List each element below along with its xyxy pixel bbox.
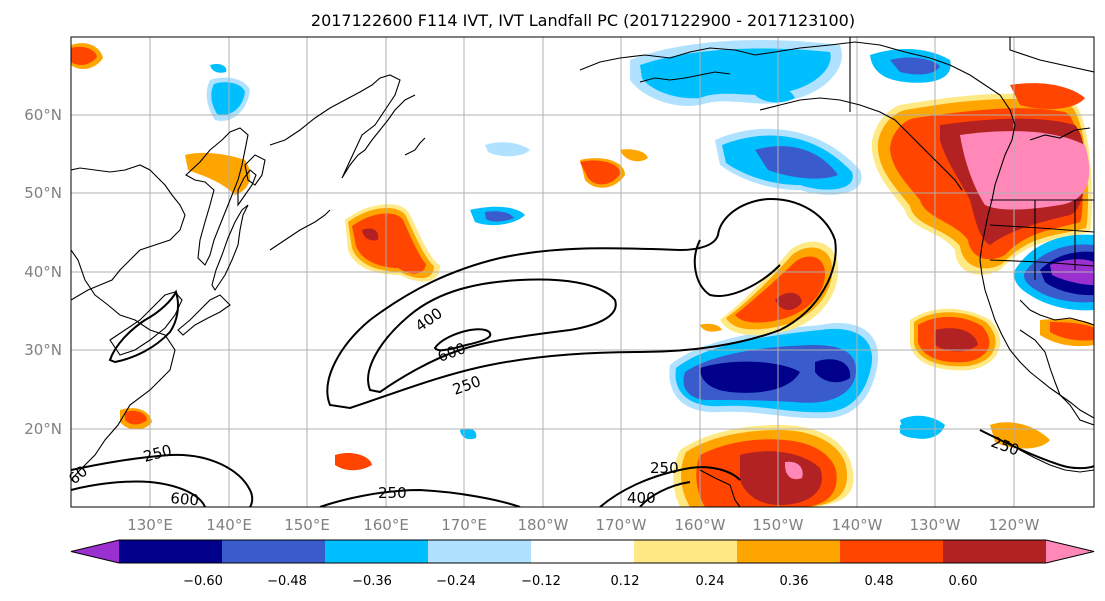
colorbar-swatch	[634, 540, 738, 563]
lon-label: 160°E	[363, 516, 409, 534]
colorbar-tick-labels: −0.60 −0.48 −0.36 −0.24 −0.12 0.12 0.24 …	[183, 574, 977, 589]
shade-small-negative-blobs	[206, 63, 935, 440]
contour-label-250: 250	[378, 484, 407, 502]
lon-label: 130°W	[910, 516, 961, 534]
colorbar-tick-label: −0.36	[352, 574, 392, 589]
lon-label: 170°W	[596, 516, 647, 534]
lat-label: 50°N	[24, 184, 62, 202]
map-panel: 400 600 250 250 600 250 250 400 250 60	[65, 36, 1095, 509]
colorbar-tick-label: 0.36	[780, 574, 809, 589]
colorbar: −0.60 −0.48 −0.36 −0.24 −0.12 0.12 0.24 …	[70, 539, 1095, 589]
shade-hawaii-positive	[673, 425, 854, 507]
colorbar-tick-label: 0.60	[949, 574, 978, 589]
latitude-labels: 60°N 50°N 40°N 30°N 20°N	[24, 106, 62, 438]
colorbar-extend-min	[71, 540, 119, 563]
lat-label: 20°N	[24, 420, 62, 438]
colorbar-tick-label: −0.24	[436, 574, 476, 589]
shade-central-pacific-positive	[720, 241, 839, 336]
lat-label: 40°N	[24, 263, 62, 281]
lon-label: 150°E	[284, 516, 330, 534]
lon-label: 140°E	[206, 516, 252, 534]
colorbar-swatch	[222, 540, 326, 563]
colorbar-swatch	[737, 540, 841, 563]
lon-label: 180°W	[518, 516, 569, 534]
lon-label: 120°W	[989, 516, 1040, 534]
colorbar-tick-label: −0.12	[521, 574, 561, 589]
political-borders	[849, 37, 1094, 280]
colorbar-swatch	[428, 540, 532, 563]
colorbar-extend-max	[1046, 540, 1094, 563]
colorbar-tick-label: 0.24	[696, 574, 725, 589]
graticule	[71, 37, 1094, 507]
colorbar-tick-label: −0.48	[267, 574, 307, 589]
contour-label-600: 600	[170, 489, 200, 509]
colorbar-tick-label: −0.60	[183, 574, 223, 589]
shade-ne-subtropical-positive	[910, 308, 1094, 449]
longitude-labels: 130°E 140°E 150°E 160°E 170°E 180°W 170°…	[127, 516, 1039, 534]
colorbar-swatch	[840, 540, 944, 563]
map-frame	[70, 36, 1095, 508]
lat-label: 30°N	[24, 341, 62, 359]
lon-label: 150°W	[753, 516, 804, 534]
colorbar-tick-label: 0.12	[611, 574, 640, 589]
shade-west-pacific-positive	[71, 43, 722, 471]
figure-title: 2017122600 F114 IVT, IVT Landfall PC (20…	[311, 11, 855, 30]
contour-label-250: 250	[650, 459, 679, 477]
colorbar-swatch	[119, 540, 223, 563]
ivt-contours	[71, 198, 1094, 507]
contour-label-400: 400	[627, 489, 656, 507]
colorbar-swatch	[531, 540, 635, 563]
colorbar-swatch	[325, 540, 429, 563]
lat-label: 60°N	[24, 106, 62, 124]
lon-label: 140°W	[832, 516, 883, 534]
lon-label: 170°E	[441, 516, 487, 534]
lon-label: 130°E	[127, 516, 173, 534]
lon-label: 160°W	[675, 516, 726, 534]
colorbar-swatch	[943, 540, 1047, 563]
colorbar-tick-label: 0.48	[865, 574, 894, 589]
shade-gulf-alaska-negative	[630, 40, 951, 195]
colorbar-swatches	[70, 539, 1095, 564]
coastlines	[71, 41, 1094, 507]
colorbar-outline	[70, 539, 1095, 564]
